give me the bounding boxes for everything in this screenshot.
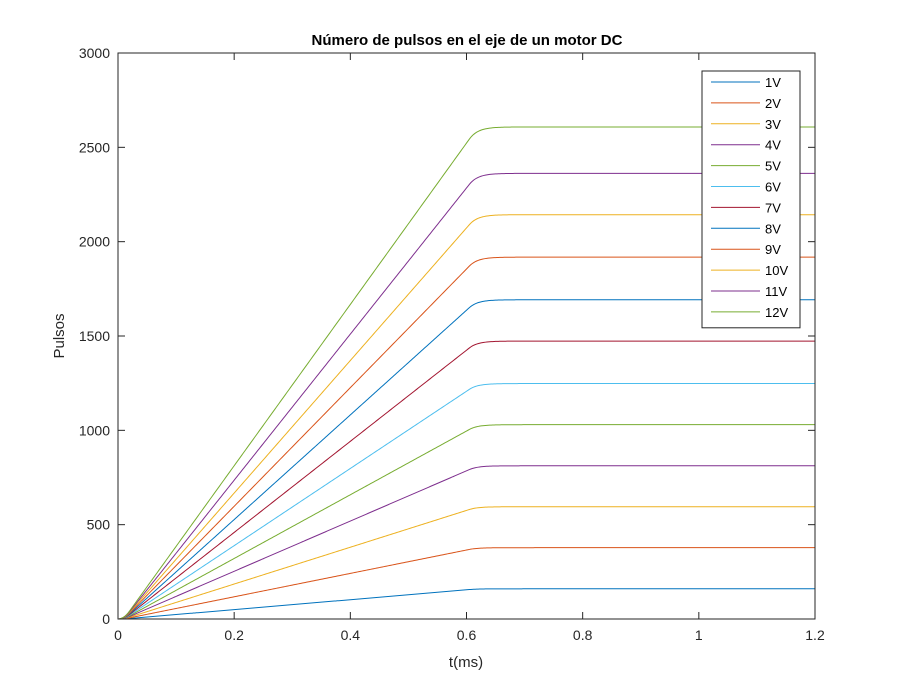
series-line-9V — [117, 256, 815, 620]
series-line-1V — [117, 588, 815, 620]
legend-label-9V: 9V — [765, 242, 781, 257]
legend: 1V 2V 3V 4V 5V 6V 7V 8V 9V 10V 11V 12V — [701, 70, 801, 329]
legend-label-5V: 5V — [765, 159, 781, 174]
series-line-2V — [117, 547, 815, 620]
legend-label-8V: 8V — [765, 221, 781, 236]
y-tick-label: 1500 — [79, 328, 110, 344]
chart-title: Número de pulsos en el eje de un motor D… — [312, 32, 623, 49]
series-line-4V — [117, 465, 815, 620]
x-tick-label: 0.6 — [457, 627, 477, 643]
legend-label-4V: 4V — [765, 138, 781, 153]
y-tick-label: 3000 — [79, 45, 110, 61]
legend-box — [701, 70, 801, 329]
x-tick-label: 1 — [695, 627, 703, 643]
y-tick-label: 1000 — [79, 422, 110, 438]
y-axis-label: Pulsos — [51, 313, 68, 358]
series-line-7V — [117, 340, 815, 620]
series-line-5V — [117, 424, 815, 620]
x-tick-label: 0.4 — [341, 627, 361, 643]
series-line-10V — [117, 214, 815, 620]
y-tick-label: 2500 — [79, 139, 110, 155]
plot-area — [118, 53, 815, 619]
legend-label-12V: 12V — [765, 305, 788, 320]
y-tick-label: 2000 — [79, 234, 110, 250]
series-layer — [117, 126, 815, 620]
legend-label-11V: 11V — [765, 284, 787, 299]
series-line-11V — [117, 172, 815, 620]
legend-label-2V: 2V — [765, 96, 781, 111]
legend-label-6V: 6V — [765, 180, 781, 195]
y-tick-label: 500 — [87, 517, 111, 533]
legend-label-7V: 7V — [765, 200, 781, 215]
series-line-3V — [117, 506, 815, 620]
legend-label-3V: 3V — [765, 117, 781, 132]
x-tick-label: 0 — [114, 627, 122, 643]
series-line-12V — [117, 126, 815, 620]
legend-label-1V: 1V — [765, 75, 781, 90]
legend-label-10V: 10V — [765, 263, 788, 278]
series-line-8V — [117, 299, 815, 620]
x-axis-label: t(ms) — [449, 654, 483, 671]
x-tick-label: 0.2 — [224, 627, 244, 643]
axes-layer: 0 0.2 0.4 0.6 0.8 1 1.2 0 500 1000 1500 2000 2500 300… — [79, 45, 825, 643]
x-tick-label: 0.8 — [573, 627, 593, 643]
x-tick-label: 1.2 — [805, 627, 825, 643]
y-tick-label: 0 — [102, 611, 110, 627]
series-line-6V — [117, 383, 815, 620]
